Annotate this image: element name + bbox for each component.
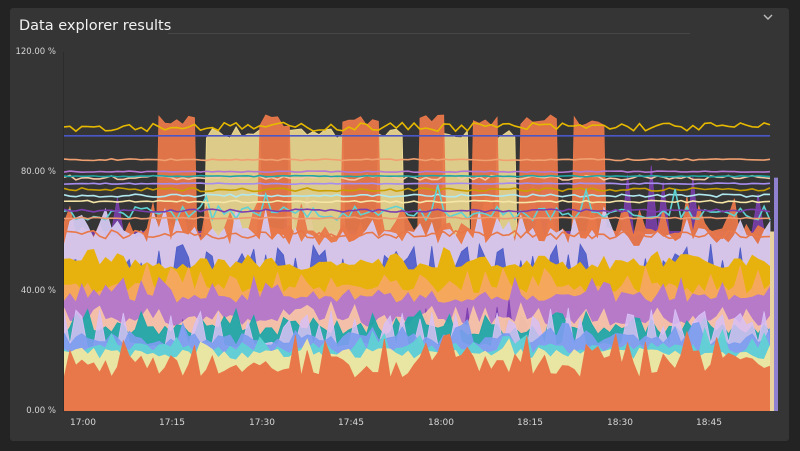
x-tick-label: 17:15 [159,418,185,428]
y-axis-line [63,52,64,412]
line-series-30 [64,216,771,220]
line-series-23 [64,174,771,178]
stacked-area-chart[interactable] [64,52,780,411]
line-series-20 [64,157,771,162]
x-tick-label: 17:30 [249,418,275,428]
y-tick-label: 80.00 % [20,167,56,177]
line-series-21 [64,170,771,174]
line-series-24 [64,182,771,186]
data-explorer-panel: Data explorer results 120.00 % 80.00 % 4… [10,8,789,441]
y-tick-label: 40.00 % [20,286,56,296]
line-series-29 [64,208,771,213]
title-divider [168,33,690,34]
x-tick-label: 18:15 [517,418,543,428]
x-tick-label: 18:45 [696,418,722,428]
x-tick-label: 17:45 [338,418,364,428]
chevron-down-icon[interactable] [763,14,779,30]
x-tick-label: 18:00 [428,418,454,428]
line-series-25 [64,187,771,193]
line-series-22 [64,174,771,181]
panel-title: Data explorer results [19,18,172,34]
x-tick-label: 18:30 [607,418,633,428]
y-tick-label: 0.00 % [26,406,56,416]
area-series-01 [64,330,771,411]
line-series-28 [64,199,771,204]
y-tick-label: 120.00 % [15,47,56,57]
line-series-31 [64,229,771,241]
line-series-18 [64,121,771,133]
x-tick-label: 17:00 [70,418,96,428]
line-series-27 [64,184,771,222]
line-series-26 [64,193,771,198]
